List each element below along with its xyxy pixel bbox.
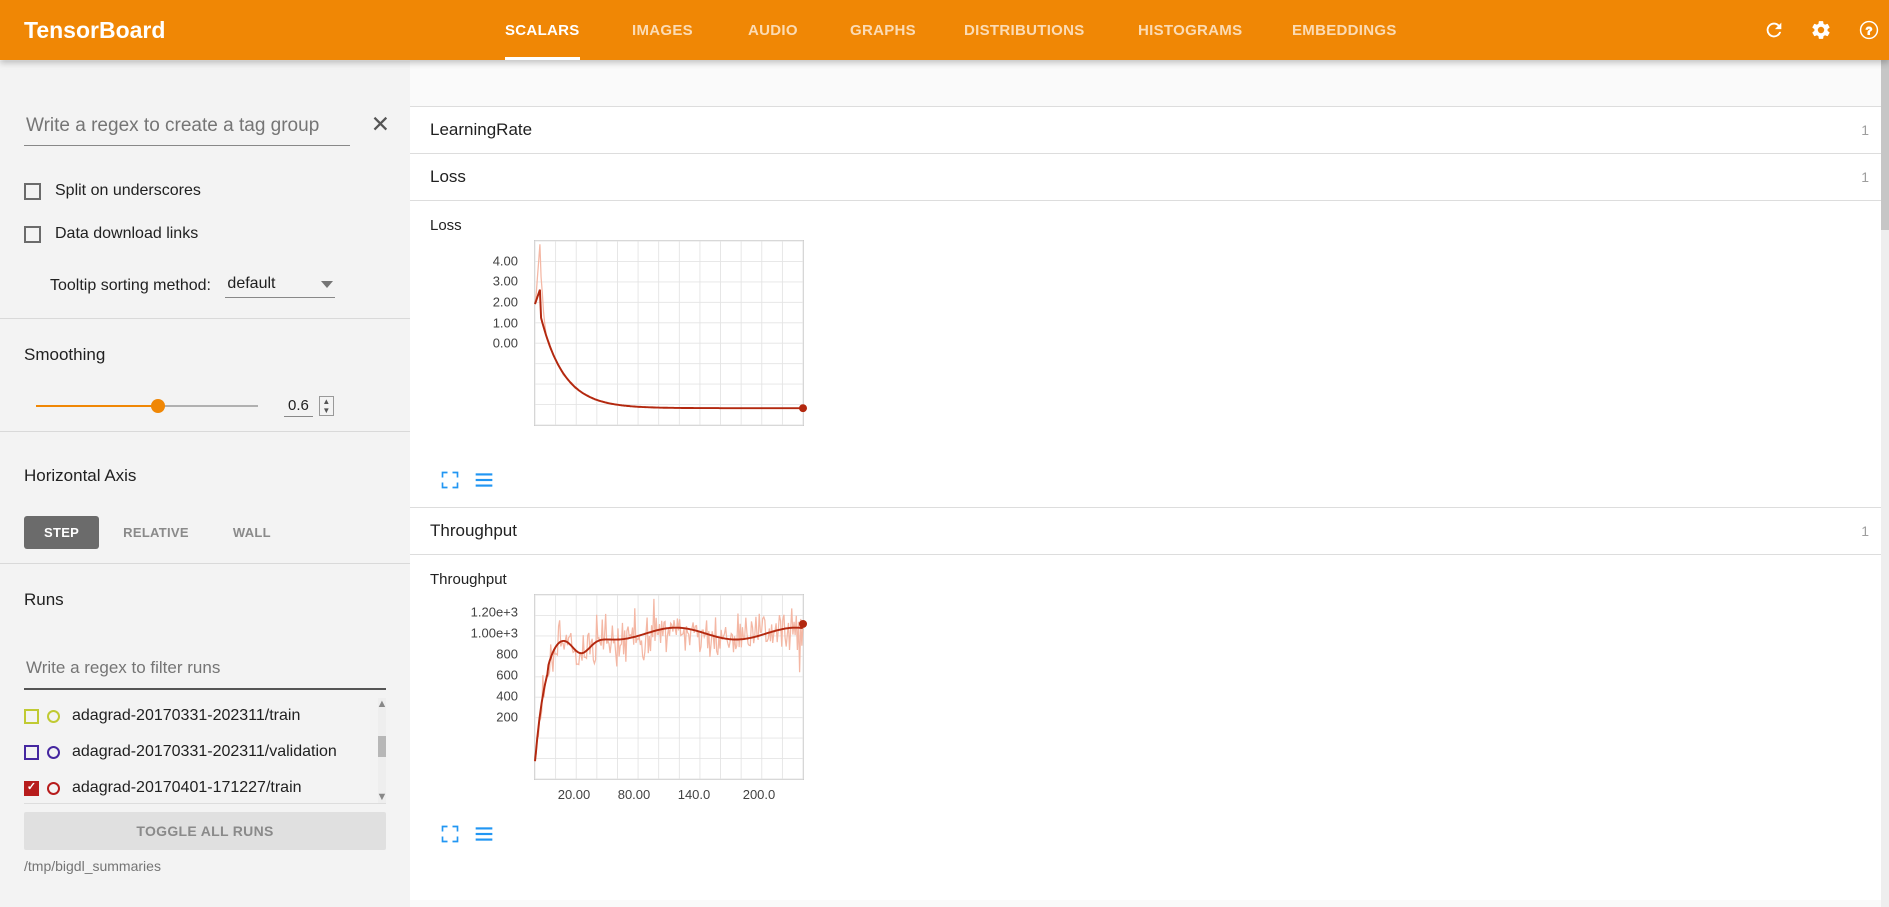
svg-text:?: ? [1866, 25, 1873, 37]
